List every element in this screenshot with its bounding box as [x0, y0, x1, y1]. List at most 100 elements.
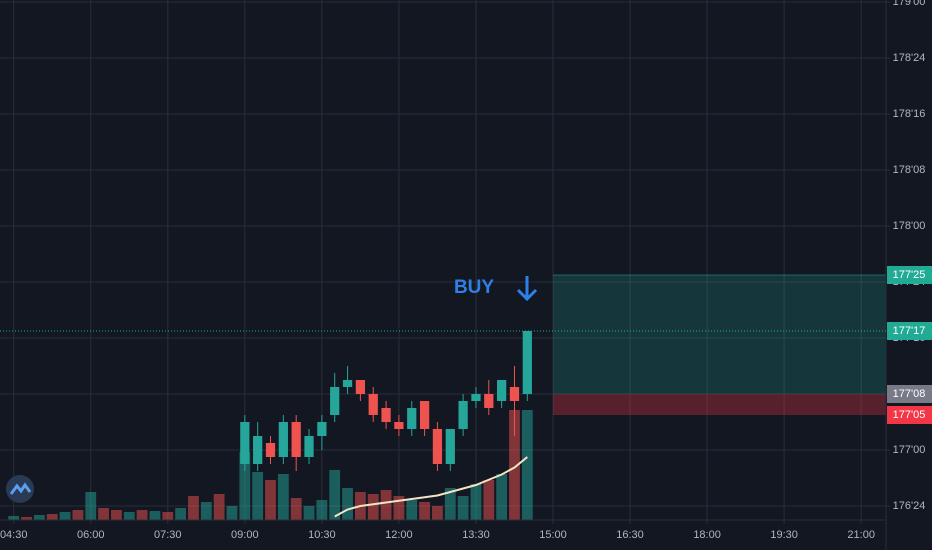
volume-bar	[342, 488, 353, 520]
candle-body	[355, 380, 366, 395]
volume-bar	[111, 510, 122, 520]
stop-zone	[553, 394, 886, 416]
volume	[8, 410, 533, 520]
volume-bar	[277, 474, 289, 520]
price-tag-label: 177'17	[893, 325, 926, 337]
volume-bar	[226, 506, 238, 520]
price-tag	[887, 266, 932, 285]
volume-bar	[46, 514, 58, 520]
y-tick-label: 178'24	[893, 52, 926, 64]
y-tick-label: 179'00	[893, 0, 926, 8]
y-tick-label: 178'00	[893, 220, 926, 232]
volume-bar	[162, 512, 174, 520]
x-tick-label: 16:30	[616, 529, 644, 541]
x-tick-label: 18:00	[693, 529, 721, 541]
candle-body	[265, 443, 276, 458]
volume-bar	[59, 512, 71, 520]
volume-bar	[329, 470, 341, 520]
moving-average	[334, 456, 528, 518]
volume-bar	[123, 512, 135, 520]
candle-body	[509, 387, 520, 402]
volume-bar	[175, 508, 187, 520]
x-tick-label: 07:30	[154, 529, 182, 541]
x-tick-label: 21:00	[847, 529, 875, 541]
volume-bar	[380, 490, 392, 520]
x-tick-label: 13:30	[462, 529, 490, 541]
candle-body	[445, 429, 455, 465]
y-tick-label: 178'16	[893, 108, 926, 120]
position-box	[553, 274, 886, 416]
candle-body	[330, 387, 340, 416]
volume-bar	[8, 516, 20, 520]
volume-bar	[21, 517, 32, 520]
volume-bar	[149, 511, 161, 520]
volume-bar	[136, 510, 148, 520]
price-tag-label: 177'08	[893, 388, 926, 400]
volume-bar	[432, 506, 443, 520]
candle-body	[471, 394, 481, 402]
logo[interactable]	[6, 475, 34, 503]
volume-bar	[265, 480, 276, 520]
volume-bar	[367, 494, 379, 520]
candle-body	[407, 408, 417, 430]
volume-bar	[98, 508, 109, 520]
x-tick-label: 10:30	[308, 529, 336, 541]
volume-bar	[85, 492, 97, 520]
price-tag	[887, 385, 932, 404]
x-tick-label: 15:00	[539, 529, 567, 541]
price-tags: 177'25 177'17 177'08 177'05	[0, 266, 932, 425]
candle-body	[342, 380, 353, 388]
volume-bar	[200, 502, 212, 520]
candles	[240, 331, 532, 472]
volume-bar	[406, 500, 418, 520]
x-tick-label: 19:30	[770, 529, 798, 541]
volume-bar	[316, 500, 328, 520]
x-tick-label: 04:30	[0, 529, 27, 541]
x-tick-label: 06:00	[77, 529, 105, 541]
buy-arrow	[516, 276, 538, 302]
volume-bar	[213, 494, 225, 520]
candle-body	[240, 422, 250, 465]
candle-body	[497, 380, 507, 402]
candle-body	[317, 422, 327, 437]
candle-body	[278, 422, 288, 458]
candle-body	[394, 422, 404, 430]
volume-bar	[470, 484, 482, 520]
volume-bar	[521, 410, 533, 520]
candle-body	[381, 408, 391, 423]
price-tag	[887, 322, 932, 341]
volume-bar	[496, 474, 508, 520]
target-zone	[553, 275, 886, 395]
x-tick-label: 09:00	[231, 529, 259, 541]
volume-bar	[33, 515, 45, 520]
candle-body	[368, 394, 378, 416]
volume-bar	[72, 510, 84, 520]
candle-body	[458, 401, 468, 430]
volume-bar	[419, 502, 430, 520]
annotation: BUY	[454, 277, 494, 298]
price-tag	[887, 406, 932, 425]
candle-body	[522, 331, 532, 395]
volume-bar	[457, 496, 469, 520]
volume-bar	[509, 410, 520, 520]
candle-body	[253, 436, 263, 465]
volume-bar	[303, 506, 315, 520]
y-tick-label: 177'00	[893, 444, 926, 456]
volume-bar	[483, 480, 495, 520]
candle-body	[304, 436, 314, 458]
volume-bar	[290, 498, 302, 520]
volume-bar	[188, 496, 199, 520]
price-tag-label: 177'05	[893, 409, 926, 421]
x-tick-label: 12:00	[385, 529, 413, 541]
volume-bars	[8, 410, 533, 520]
volume-bar	[252, 472, 264, 520]
candle-body	[432, 429, 443, 465]
candle-body	[484, 394, 494, 409]
candle-body	[291, 422, 301, 458]
grid	[0, 0, 886, 520]
volume-bar	[393, 496, 405, 520]
candle-body	[419, 401, 430, 430]
